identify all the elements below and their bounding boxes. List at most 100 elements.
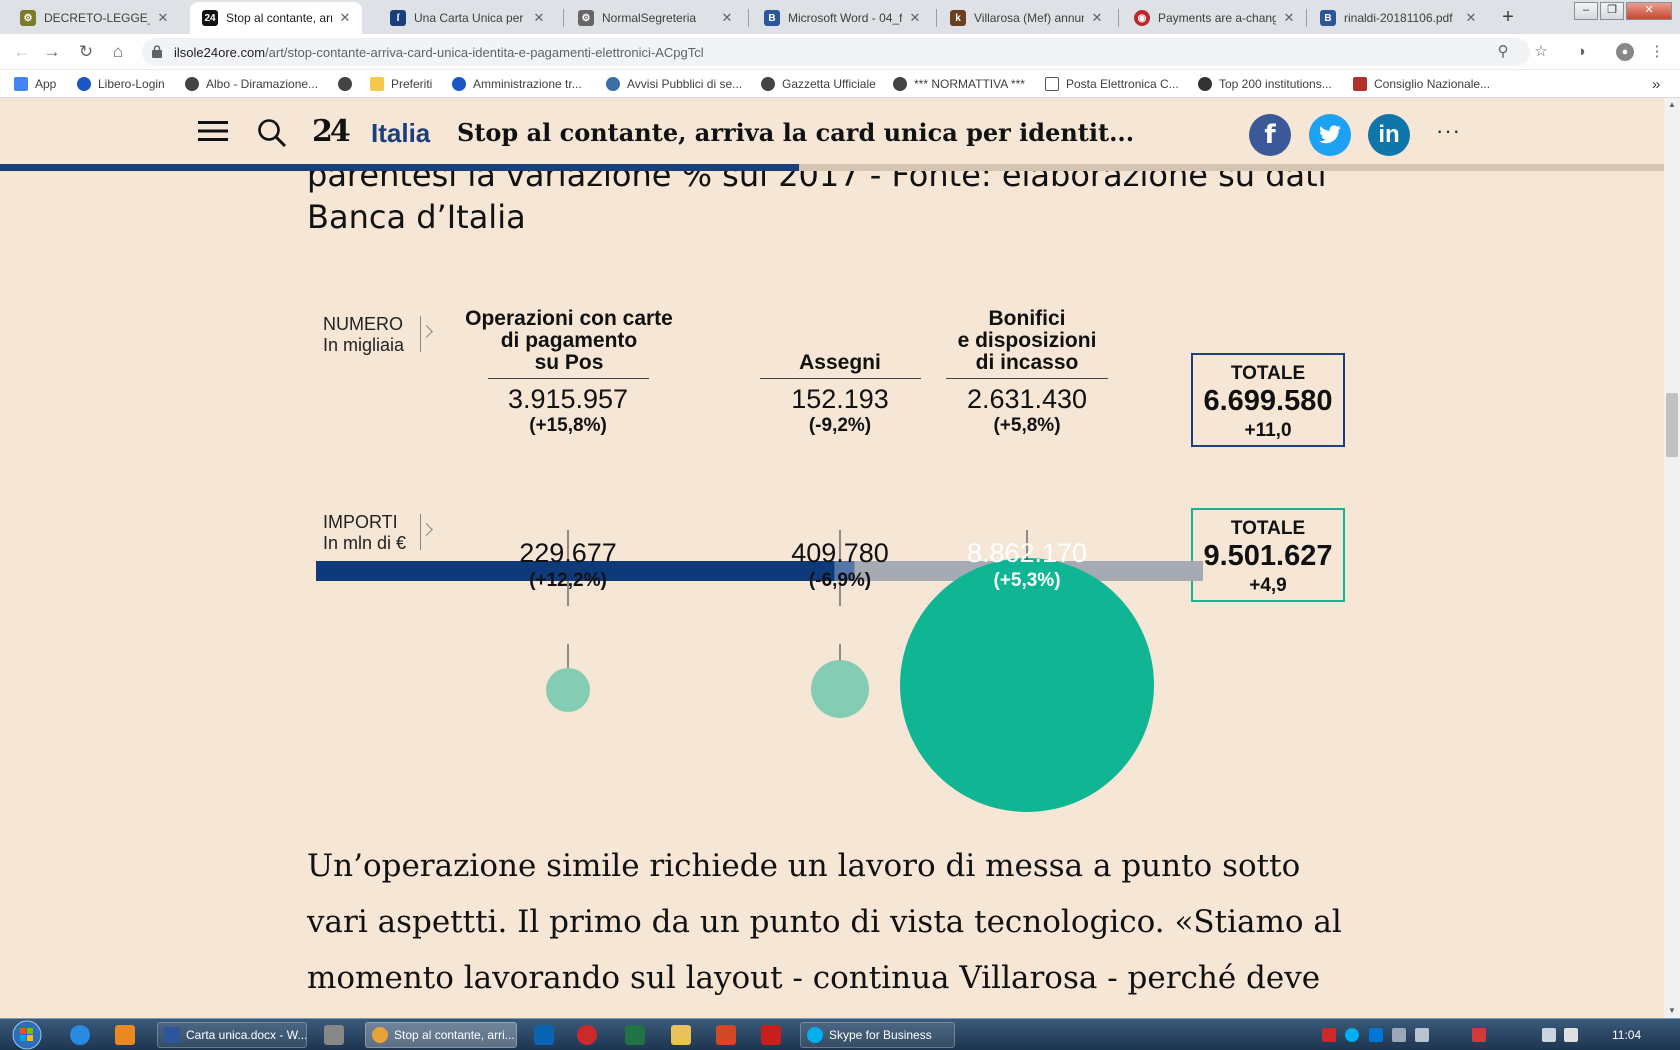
page-viewport: 24 Italia Stop al contante, arriva la ca… — [0, 98, 1664, 1018]
more-options-icon[interactable]: ··· — [1436, 118, 1461, 143]
bookmark-normattiva[interactable]: *** NORMATTIVA *** — [893, 76, 1025, 92]
bookmark-gazzetta[interactable]: Gazzetta Ufficiale — [761, 76, 876, 92]
address-bar[interactable]: ilsole24ore.com/art/stop-contante-arriva… — [142, 38, 1530, 66]
twitter-share-button[interactable] — [1309, 114, 1351, 156]
excel-icon[interactable] — [625, 1025, 645, 1045]
sole24ore-logo[interactable]: 24 — [312, 114, 351, 149]
tab-close-icon[interactable]: ✕ — [339, 10, 351, 25]
reload-icon[interactable]: ↻ — [78, 42, 94, 61]
powerpoint-icon[interactable] — [716, 1025, 736, 1045]
tab-close-icon[interactable]: ✕ — [721, 10, 733, 25]
search-icon[interactable] — [257, 118, 287, 148]
tab-close-icon[interactable]: ✕ — [157, 10, 169, 25]
category-header-line: Assegni — [799, 351, 881, 374]
tab-close-icon[interactable]: ✕ — [533, 10, 545, 25]
numero-label-unit: In migliaia — [323, 335, 405, 355]
zoom-icon[interactable]: ⚲ — [1497, 43, 1509, 60]
extension-icon[interactable]: ◑ — [1576, 43, 1586, 60]
tab-label: Stop al contante, arriva — [226, 11, 332, 25]
tray-sync-icon[interactable] — [1392, 1028, 1406, 1042]
bookmark-amministrazione[interactable]: Amministrazione tr... — [452, 76, 582, 92]
browser-tab[interactable]: ⚙ DECRETO-LEGGE_26_c ✕ — [8, 2, 180, 34]
acrobat-icon[interactable] — [761, 1025, 781, 1045]
totale-importi-box: TOTALE 9.501.627 +4,9 — [1191, 508, 1345, 602]
libero-icon — [77, 77, 91, 91]
importo-value-assegni: 409.780 — [791, 538, 889, 568]
scrollbar-thumb[interactable] — [1666, 393, 1678, 457]
category-rule — [488, 378, 649, 379]
file-explorer-icon[interactable] — [671, 1025, 691, 1045]
bookmark-app[interactable]: App — [14, 76, 56, 92]
tray-volume-icon[interactable] — [1542, 1028, 1556, 1042]
browser-menu-icon[interactable]: ⋮ — [1649, 43, 1665, 60]
tray-skype-icon[interactable] — [1345, 1028, 1359, 1042]
bookmark-avvisi[interactable]: Avvisi Pubblici di se... — [606, 76, 742, 92]
tab-close-icon[interactable]: ✕ — [1091, 10, 1103, 25]
forward-arrow-icon[interactable]: → — [43, 42, 61, 61]
totale-value: 6.699.580 — [1203, 385, 1333, 417]
tray-skype-business-icon[interactable] — [1369, 1028, 1383, 1042]
taskbar-app-label: Stop al contante, arri... — [394, 1028, 515, 1042]
back-arrow-icon[interactable]: ← — [13, 42, 31, 61]
bookmark-top200[interactable]: Top 200 institutions... — [1198, 76, 1332, 92]
linkedin-share-button[interactable]: in — [1368, 114, 1410, 156]
new-tab-button[interactable]: + — [1502, 6, 1514, 28]
restore-window-button[interactable]: ❐ — [1600, 2, 1624, 20]
bookmark-posta[interactable]: Posta Elettronica C... — [1045, 76, 1179, 92]
tray-antivirus-icon[interactable] — [1322, 1028, 1336, 1042]
globe-icon — [185, 77, 199, 91]
outlook-icon[interactable] — [534, 1025, 554, 1045]
scroll-down-arrow-icon[interactable]: ▼ — [1668, 1006, 1676, 1015]
numero-value-carte: 3.915.957 — [507, 384, 629, 414]
bookmark-label: Preferiti — [391, 77, 433, 91]
browser-tab[interactable]: ◉ Payments are a-chang ✕ — [1122, 2, 1306, 34]
section-title[interactable]: Italia — [371, 118, 431, 148]
app-red-icon[interactable] — [577, 1025, 597, 1045]
bookmark-consiglio[interactable]: Consiglio Nazionale... — [1353, 76, 1490, 92]
browser-tab[interactable]: k Villarosa (Mef) annunc ✕ — [938, 2, 1114, 34]
bookmark-preferiti[interactable]: Preferiti — [370, 76, 432, 92]
page-scrollbar[interactable]: ▲ ▼ — [1664, 98, 1680, 1018]
bookmark-label: App — [35, 77, 57, 91]
scroll-up-arrow-icon[interactable]: ▲ — [1668, 100, 1676, 109]
tab-close-icon[interactable]: ✕ — [1465, 10, 1477, 25]
brackets-icon — [1045, 77, 1059, 91]
browser-tab[interactable]: B Microsoft Word - 04_fr ✕ — [752, 2, 932, 34]
importo-value-bonifici: 8.862.170 — [966, 538, 1088, 568]
category-header-line: di incasso — [975, 351, 1079, 374]
apps-grid-icon — [14, 77, 28, 91]
totale-value: 9.501.627 — [1203, 540, 1333, 572]
minimize-window-button[interactable]: – — [1574, 2, 1598, 20]
close-window-button[interactable]: ✕ — [1626, 2, 1672, 20]
tray-flag-icon[interactable] — [1472, 1028, 1486, 1042]
media-player-icon[interactable] — [115, 1025, 135, 1045]
word-icon — [164, 1027, 180, 1043]
tab-close-icon[interactable]: ✕ — [909, 10, 921, 25]
bookmark-libero-login[interactable]: Libero-Login — [77, 76, 165, 92]
tab-favicon-icon: ſ — [390, 10, 406, 26]
bookmark-globe[interactable] — [338, 76, 359, 92]
facebook-share-button[interactable]: f — [1249, 114, 1291, 156]
taskbar-app-skype[interactable]: Skype for Business — [800, 1022, 955, 1048]
bookmark-label: Top 200 institutions... — [1219, 77, 1332, 91]
internet-explorer-icon[interactable] — [70, 1025, 90, 1045]
bookmark-albo[interactable]: Albo - Diramazione... — [185, 76, 318, 92]
bookmark-star-icon[interactable]: ☆ — [1534, 43, 1548, 60]
tab-close-icon[interactable]: ✕ — [1283, 10, 1295, 25]
hamburger-menu-icon[interactable] — [198, 120, 228, 142]
tray-action-center-icon[interactable] — [1564, 1028, 1578, 1042]
browser-tab[interactable]: B rinaldi-20181106.pdf ✕ — [1308, 2, 1488, 34]
taskbar-app-word[interactable]: Carta unica.docx - W... — [157, 1022, 307, 1048]
tray-network-icon[interactable] — [1415, 1028, 1429, 1042]
browser-tab[interactable]: ſ Una Carta Unica per i c ✕ — [378, 2, 556, 34]
home-icon[interactable]: ⌂ — [112, 42, 124, 61]
browser-tab[interactable]: ⚙ NormalSegreteria ✕ — [566, 2, 744, 34]
profile-avatar-icon[interactable]: ● — [1616, 43, 1634, 61]
importi-label-title: IMPORTI — [323, 512, 398, 532]
start-button[interactable] — [8, 1019, 46, 1050]
taskbar-app-chrome[interactable]: Stop al contante, arri... — [365, 1022, 517, 1048]
tab-favicon-icon: ⚙ — [20, 10, 36, 26]
calculator-icon[interactable] — [324, 1025, 344, 1045]
browser-tab-active[interactable]: 24 Stop al contante, arriva ✕ — [190, 2, 362, 34]
bookmarks-overflow-button[interactable]: » — [1652, 75, 1661, 93]
